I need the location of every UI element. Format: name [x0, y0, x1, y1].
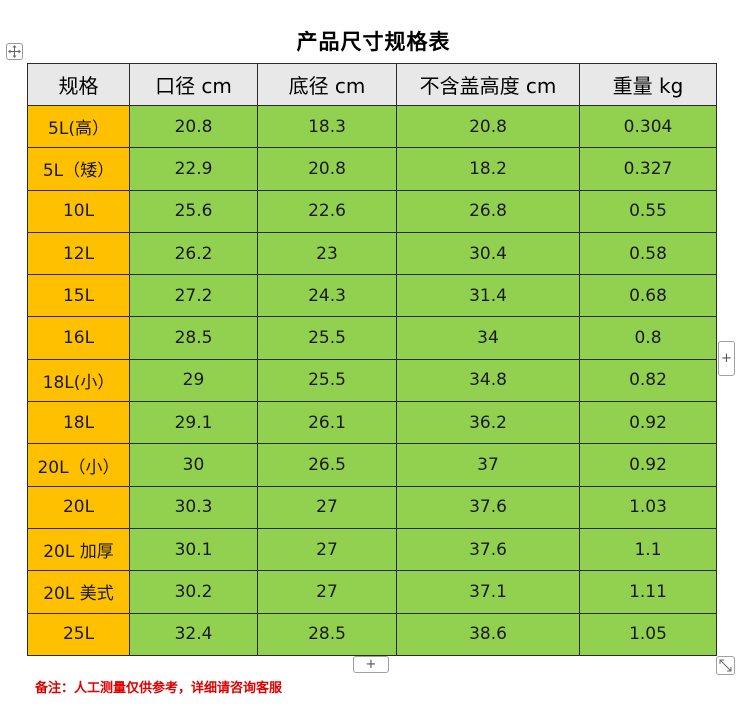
bottom-diameter-cell[interactable]: 27 — [257, 570, 397, 614]
table-row: 5L(高） 20.8 18.3 20.8 0.304 — [27, 104, 717, 149]
height-cell[interactable]: 37.6 — [396, 485, 580, 529]
spec-cell[interactable]: 20L（小） — [27, 443, 130, 487]
weight-cell[interactable]: 1.1 — [579, 527, 717, 572]
spec-cell[interactable]: 15L — [27, 274, 130, 318]
spec-cell[interactable]: 16L — [27, 316, 130, 360]
weight-cell[interactable]: 1.11 — [579, 570, 717, 614]
height-cell[interactable]: 36.2 — [396, 401, 580, 445]
spec-cell[interactable]: 12L — [27, 231, 130, 276]
weight-cell[interactable]: 1.03 — [579, 485, 717, 529]
bottom-diameter-cell[interactable]: 27 — [257, 485, 397, 529]
bottom-diameter-cell[interactable]: 27 — [257, 527, 397, 572]
table-row: 10L 25.6 22.6 26.8 0.55 — [27, 189, 717, 233]
footnote: 备注：人工测量仅供参考，详细请咨询客服 — [35, 681, 283, 696]
bottom-diameter-cell[interactable]: 25.5 — [257, 316, 397, 360]
height-cell[interactable]: 34.8 — [396, 358, 580, 403]
bottom-diameter-cell[interactable]: 28.5 — [257, 612, 397, 656]
height-cell[interactable]: 34 — [396, 316, 580, 360]
header-row: 规格 口径 cm 底径 cm 不含盖高度 cm 重量 kg — [27, 63, 717, 106]
spec-cell[interactable]: 20L — [27, 485, 130, 529]
mouth-diameter-cell[interactable]: 28.5 — [129, 316, 258, 360]
mouth-diameter-cell[interactable]: 30.3 — [129, 485, 258, 529]
weight-cell[interactable]: 1.05 — [579, 612, 717, 656]
mouth-diameter-cell[interactable]: 32.4 — [129, 612, 258, 656]
spec-cell[interactable]: 20L 美式 — [27, 570, 130, 614]
table-row: 16L 28.5 25.5 34 0.8 — [27, 316, 717, 360]
height-cell[interactable]: 38.6 — [396, 612, 580, 656]
weight-cell[interactable]: 0.92 — [579, 401, 717, 445]
bottom-diameter-cell[interactable]: 26.1 — [257, 401, 397, 445]
height-cell[interactable]: 37 — [396, 443, 580, 487]
weight-cell[interactable]: 0.92 — [579, 443, 717, 487]
spec-cell[interactable]: 25L — [27, 612, 130, 656]
mouth-diameter-cell[interactable]: 25.6 — [129, 189, 258, 233]
weight-cell[interactable]: 0.8 — [579, 316, 717, 360]
header-mouth-diameter: 口径 cm — [129, 63, 258, 106]
resize-diagonal-icon — [719, 659, 732, 672]
height-cell[interactable]: 20.8 — [396, 104, 580, 149]
mouth-diameter-cell[interactable]: 29.1 — [129, 401, 258, 445]
add-row-button[interactable]: + — [353, 656, 389, 673]
table-row: 20L 加厚 30.1 27 37.6 1.1 — [27, 527, 717, 572]
weight-cell[interactable]: 0.304 — [579, 104, 717, 149]
spec-cell[interactable]: 5L（矮） — [27, 147, 130, 191]
height-cell[interactable]: 31.4 — [396, 274, 580, 318]
spec-cell[interactable]: 5L(高） — [27, 104, 130, 149]
mouth-diameter-cell[interactable]: 20.8 — [129, 104, 258, 149]
spec-cell[interactable]: 18L(小） — [27, 358, 130, 403]
table-row: 20L（小） 30 26.5 37 0.92 — [27, 443, 717, 487]
table-row: 12L 26.2 23 30.4 0.58 — [27, 231, 717, 276]
move-arrows-icon — [8, 45, 21, 58]
table-row: 25L 32.4 28.5 38.6 1.05 — [27, 612, 717, 656]
table-row: 18L(小） 29 25.5 34.8 0.82 — [27, 358, 717, 403]
add-column-button[interactable]: + — [718, 341, 735, 376]
bottom-diameter-cell[interactable]: 23 — [257, 231, 397, 276]
mouth-diameter-cell[interactable]: 27.2 — [129, 274, 258, 318]
header-spec: 规格 — [27, 63, 130, 106]
bottom-diameter-cell[interactable]: 25.5 — [257, 358, 397, 403]
mouth-diameter-cell[interactable]: 30 — [129, 443, 258, 487]
height-cell[interactable]: 18.2 — [396, 147, 580, 191]
header-height-without-lid: 不含盖高度 cm — [396, 63, 580, 106]
table-row: 20L 30.3 27 37.6 1.03 — [27, 485, 717, 529]
height-cell[interactable]: 26.8 — [396, 189, 580, 233]
spec-cell[interactable]: 18L — [27, 401, 130, 445]
weight-cell[interactable]: 0.58 — [579, 231, 717, 276]
table-row: 18L 29.1 26.1 36.2 0.92 — [27, 401, 717, 445]
header-weight: 重量 kg — [579, 63, 717, 106]
height-cell[interactable]: 37.1 — [396, 570, 580, 614]
weight-cell[interactable]: 0.327 — [579, 147, 717, 191]
table-row: 5L（矮） 22.9 20.8 18.2 0.327 — [27, 147, 717, 191]
weight-cell[interactable]: 0.55 — [579, 189, 717, 233]
table-row: 15L 27.2 24.3 31.4 0.68 — [27, 274, 717, 318]
mouth-diameter-cell[interactable]: 30.2 — [129, 570, 258, 614]
bottom-diameter-cell[interactable]: 26.5 — [257, 443, 397, 487]
mouth-diameter-cell[interactable]: 26.2 — [129, 231, 258, 276]
bottom-diameter-cell[interactable]: 20.8 — [257, 147, 397, 191]
mouth-diameter-cell[interactable]: 29 — [129, 358, 258, 403]
mouth-diameter-cell[interactable]: 22.9 — [129, 147, 258, 191]
table-title: 产品尺寸规格表 — [296, 29, 451, 54]
weight-cell[interactable]: 0.68 — [579, 274, 717, 318]
bottom-diameter-cell[interactable]: 22.6 — [257, 189, 397, 233]
table-row: 20L 美式 30.2 27 37.1 1.11 — [27, 570, 717, 614]
spec-table: 规格 口径 cm 底径 cm 不含盖高度 cm 重量 kg 5L(高） 20.8… — [27, 63, 717, 656]
spec-cell[interactable]: 20L 加厚 — [27, 527, 130, 572]
table-resize-handle[interactable] — [716, 656, 735, 675]
header-bottom-diameter: 底径 cm — [257, 63, 397, 106]
mouth-diameter-cell[interactable]: 30.1 — [129, 527, 258, 572]
height-cell[interactable]: 30.4 — [396, 231, 580, 276]
bottom-diameter-cell[interactable]: 24.3 — [257, 274, 397, 318]
table-move-handle[interactable] — [6, 43, 23, 60]
height-cell[interactable]: 37.6 — [396, 527, 580, 572]
bottom-diameter-cell[interactable]: 18.3 — [257, 104, 397, 149]
spec-cell[interactable]: 10L — [27, 189, 130, 233]
weight-cell[interactable]: 0.82 — [579, 358, 717, 403]
